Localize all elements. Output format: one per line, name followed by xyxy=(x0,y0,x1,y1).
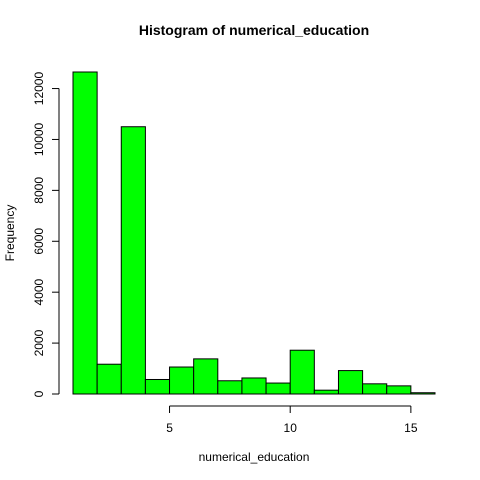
histogram-bar xyxy=(265,382,291,395)
y-tick-label: 8000 xyxy=(32,177,46,204)
histogram-bar xyxy=(362,383,388,395)
histogram-bar xyxy=(96,363,122,395)
x-tick-label: 15 xyxy=(404,421,418,435)
histogram-bar xyxy=(241,377,267,395)
y-tick-label: 12000 xyxy=(32,72,46,106)
y-tick-label: 4000 xyxy=(32,279,46,306)
histogram-bar xyxy=(313,389,339,395)
histogram-bar xyxy=(144,378,171,395)
y-tick-label: 2000 xyxy=(32,329,46,356)
chart-title: Histogram of numerical_education xyxy=(139,22,369,38)
histogram-bar xyxy=(120,126,146,395)
x-axis: 5 10 15 xyxy=(166,405,418,435)
histogram-bar xyxy=(289,349,315,395)
y-tick-label: 0 xyxy=(32,390,46,397)
x-axis-label: numerical_education xyxy=(199,450,310,464)
histogram-bar xyxy=(193,358,219,395)
y-tick-label: 6000 xyxy=(32,228,46,255)
x-tick-label: 5 xyxy=(166,421,173,435)
histogram-bars xyxy=(72,71,436,395)
histogram-bar xyxy=(386,385,412,395)
y-axis-label: Frequency xyxy=(3,205,17,262)
histogram-bar xyxy=(410,392,436,395)
x-tick-label: 10 xyxy=(284,421,298,435)
y-axis: 0 2000 4000 6000 8000 10000 12000 xyxy=(32,72,60,397)
histogram-bar xyxy=(217,380,243,395)
histogram-bar xyxy=(337,370,364,395)
y-tick-label: 10000 xyxy=(32,122,46,156)
histogram-bar xyxy=(72,71,98,395)
histogram-bar xyxy=(169,366,195,395)
